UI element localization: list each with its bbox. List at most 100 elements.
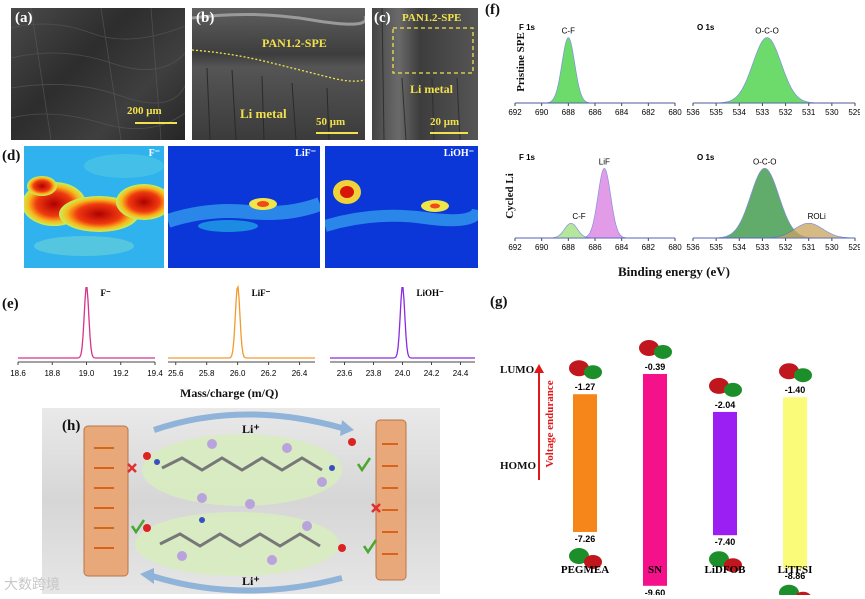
mass-tick-label-2-0: 23.6	[337, 369, 353, 378]
xps-tick-label-3-1: 535	[709, 243, 723, 252]
xps-peak-label-2-1: C-F	[572, 212, 585, 221]
xps-tick-label-3-2: 534	[733, 243, 747, 252]
mass-peak-0	[18, 287, 155, 359]
lumo-orbital-b-2	[724, 382, 742, 397]
xps-peak-1-0	[693, 37, 855, 104]
lumo-orbital-b-1	[654, 344, 672, 359]
map-label-lioh: LiOH⁻	[443, 148, 474, 159]
orbital-bar-group-2: -2.04 -7.40 LiDFOB	[705, 377, 747, 576]
li-ion-label-bottom: Li⁺	[242, 574, 260, 588]
xps-tick-label-0-2: 688	[562, 108, 576, 117]
xps-tick-label-0-1: 690	[535, 108, 549, 117]
panel-label-f: (f)	[485, 2, 500, 18]
xps-peak-2-0	[515, 167, 675, 239]
homo-orbital-3	[779, 584, 799, 595]
xps-tick-label-3-6: 530	[825, 243, 839, 252]
map-label-f: F⁻	[148, 148, 160, 159]
xps-peak-3-0	[693, 167, 855, 239]
xps-tick-label-3-5: 531	[802, 243, 816, 252]
scale-bar-label-a: 200 μm	[127, 105, 162, 117]
xps-region-title-1: O 1s	[697, 23, 715, 32]
layer-label-b: PAN1.2-SPE	[262, 36, 327, 50]
sem-image-a: (a) 200 μm	[11, 8, 185, 140]
xps-panel-2: 692 690 688 686 684 682 680 F 1s LiF C-F	[508, 153, 682, 252]
li-ion-label-top: Li⁺	[242, 422, 260, 436]
xps-region-title-0: F 1s	[519, 23, 536, 32]
scale-bar-a	[135, 122, 177, 124]
voltage-endurance-arrow	[538, 372, 540, 480]
xps-tick-label-1-1: 535	[709, 108, 723, 117]
xps-tick-label-1-3: 533	[756, 108, 770, 117]
orbital-bar-1	[643, 373, 667, 586]
mass-spectrum-0: 18.6 18.8 19.0 19.2 19.4 F⁻	[10, 287, 163, 378]
mass-spectra-chart: 18.6 18.8 19.0 19.2 19.4 F⁻ 25.6 25.8 26.0 26.2 26…	[10, 284, 475, 378]
lumo-value-1: -0.39	[645, 362, 666, 372]
xps-tick-label-1-7: 529	[848, 108, 860, 117]
molecule-name-2: LiDFOB	[705, 564, 747, 576]
panel-label-g: (g)	[490, 294, 508, 310]
orbital-bar-group-0: -1.27 -7.26 PEGMEA	[561, 360, 609, 576]
scale-bar-label-c: 20 μm	[430, 116, 460, 128]
homo-orbital-2	[709, 551, 729, 568]
xps-tick-label-1-6: 530	[825, 108, 839, 117]
substrate-label-b: Li metal	[240, 106, 287, 121]
xps-region-title-3: O 1s	[697, 153, 715, 162]
mass-tick-label-1-0: 25.6	[168, 369, 184, 378]
scale-bar-label-b: 50 μm	[316, 116, 346, 128]
xps-tick-label-2-3: 686	[588, 243, 602, 252]
orbital-bar-3	[783, 397, 807, 569]
panel-label-b: (b)	[196, 10, 215, 26]
tof-map-lioh: LiOH⁻	[325, 146, 478, 268]
xps-peak-3-1	[693, 222, 856, 239]
xps-region-title-2: F 1s	[519, 153, 536, 162]
molecule-name-1: SN	[648, 564, 662, 576]
xps-tick-label-1-4: 532	[779, 108, 793, 117]
xps-tick-label-0-4: 684	[615, 108, 629, 117]
xps-peak-label-1-0: O-C-O	[755, 27, 779, 36]
xps-tick-label-3-4: 532	[779, 243, 793, 252]
lumo-label: LUMO	[500, 364, 535, 376]
panel-label-c: (c)	[374, 10, 391, 26]
mass-tick-label-2-2: 24.0	[395, 369, 411, 378]
layer-label-c: PAN1.2-SPE	[402, 12, 462, 24]
panel-label-h: (h)	[62, 418, 81, 434]
xps-peak-label-0-0: C-F	[562, 27, 575, 36]
scale-bar-b	[316, 132, 358, 134]
mass-tick-label-2-4: 24.4	[453, 369, 469, 378]
orbital-bar-0	[573, 394, 597, 532]
homo-value-0: -7.26	[575, 534, 596, 544]
homo-orbital-b-0	[584, 554, 602, 569]
xps-tick-label-2-6: 680	[668, 243, 682, 252]
homo-label: HOMO	[500, 460, 537, 472]
xps-peak-label-3-1: ROLi	[808, 212, 826, 221]
lumo-orbital-b-3	[794, 368, 812, 383]
xps-tick-label-2-0: 692	[508, 243, 522, 252]
mass-tick-label-0-1: 18.8	[44, 369, 60, 378]
orbital-bar-group-1: -0.39 -9.60 SN	[639, 339, 672, 595]
lumo-orbital-b-0	[584, 365, 602, 380]
xps-tick-label-1-0: 536	[686, 108, 700, 117]
tof-map-lif: LiF⁻	[168, 146, 320, 268]
map-label-lif: LiF⁻	[295, 148, 316, 159]
xps-tick-label-0-5: 682	[642, 108, 656, 117]
scale-bar-c	[430, 132, 468, 134]
xps-tick-label-0-0: 692	[508, 108, 522, 117]
lumo-value-0: -1.27	[575, 382, 596, 392]
orbital-energy-chart: -1.27 -7.26 PEGMEA -0.39 -9.60 SN -2.04 -7.40 Li…	[561, 339, 812, 595]
xps-tick-label-2-5: 682	[642, 243, 656, 252]
xps-peak-label-3-0: O-C-O	[753, 157, 777, 166]
xps-peak-2-1	[515, 222, 675, 239]
mass-tick-label-2-1: 23.8	[366, 369, 382, 378]
mass-tick-label-0-4: 19.4	[147, 369, 163, 378]
xps-tick-label-2-2: 688	[562, 243, 576, 252]
homo-value-2: -7.40	[715, 537, 736, 547]
mass-tick-label-1-3: 26.2	[261, 369, 277, 378]
xps-panel-0: 692 690 688 686 684 682 680 F 1s C-F	[508, 23, 682, 117]
sem-image-b: (b) PAN1.2-SPE Li metal 50 μm	[192, 8, 365, 140]
xps-tick-label-3-7: 529	[848, 243, 860, 252]
homo-orbital-b-2	[724, 558, 742, 573]
lumo-value-2: -2.04	[715, 400, 736, 410]
xps-peak-label-2-0: LiF	[599, 157, 610, 166]
substrate-label-c: Li metal	[410, 82, 453, 96]
